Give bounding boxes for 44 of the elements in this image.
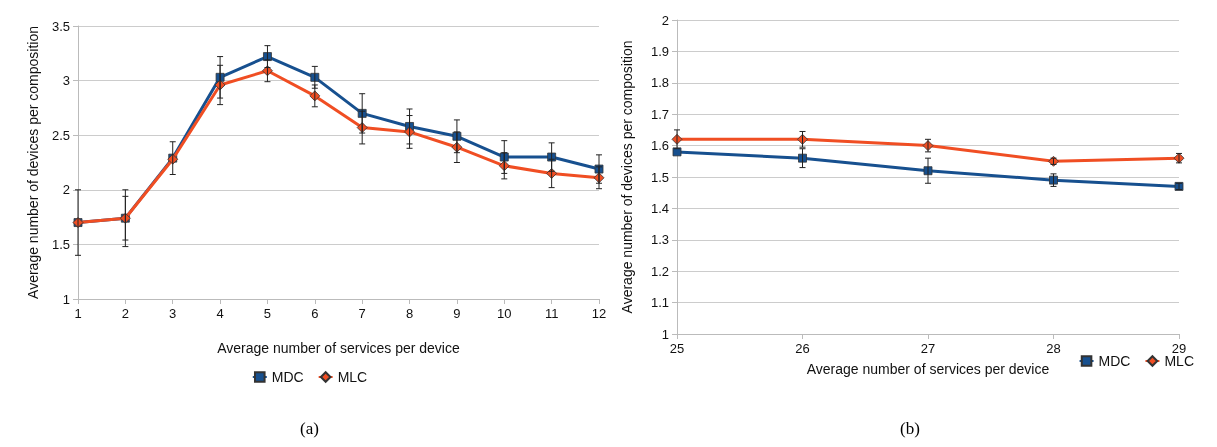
y-tick-label: 1.6 bbox=[650, 138, 669, 154]
x-tick-label: 27 bbox=[920, 341, 936, 356]
text: (a) bbox=[300, 419, 319, 438]
y-tick-label: 1.4 bbox=[650, 200, 669, 216]
x-tick-label: 26 bbox=[795, 341, 810, 356]
x-tick-label: 9 bbox=[453, 306, 461, 321]
y-tick-label: 1.5 bbox=[650, 169, 669, 185]
y-tick-label: 1.2 bbox=[650, 263, 669, 279]
legend-label: MDC bbox=[271, 369, 304, 385]
y-tick-label: 2 bbox=[661, 12, 669, 28]
y-axis-title: Average number of devices per composition bbox=[619, 40, 635, 314]
x-tick-label: 29 bbox=[1171, 341, 1187, 356]
y-tick-label: 1.9 bbox=[650, 43, 669, 59]
x-tick-label: 8 bbox=[405, 306, 414, 321]
text: (b) bbox=[900, 419, 920, 438]
y-tick-label: 1 bbox=[62, 291, 70, 307]
y-tick-label: 1.1 bbox=[650, 295, 669, 311]
y-tick-label: 1.7 bbox=[650, 106, 669, 122]
x-tick-label: 4 bbox=[216, 306, 224, 321]
y-tick-label: 2.5 bbox=[51, 127, 70, 143]
x-tick-label: 25 bbox=[669, 341, 685, 356]
y-tick-label: 1 bbox=[661, 326, 669, 342]
x-tick-label: 28 bbox=[1046, 341, 1061, 356]
y-tick-label: 2 bbox=[62, 182, 70, 198]
x-tick-label: 5 bbox=[263, 306, 272, 321]
x-tick-label: 3 bbox=[169, 306, 177, 321]
x-tick-label: 7 bbox=[358, 306, 366, 321]
x-tick-label: 6 bbox=[311, 306, 319, 321]
legend-label: MLC bbox=[337, 369, 368, 385]
x-axis-title: Average number of services per device bbox=[217, 340, 460, 356]
y-tick-label: 3.5 bbox=[51, 18, 70, 34]
x-tick-label: 11 bbox=[544, 306, 559, 321]
x-tick-label: 1 bbox=[74, 306, 82, 321]
y-axis-title: Average number of devices per composition bbox=[25, 26, 42, 299]
x-tick-label: 10 bbox=[497, 306, 512, 321]
y-tick-label: 1.8 bbox=[650, 75, 669, 91]
y-tick-label: 3 bbox=[62, 73, 70, 89]
legend-label: MDC bbox=[1098, 353, 1131, 369]
x-tick-label: 12 bbox=[591, 306, 607, 321]
y-tick-label: 1.3 bbox=[650, 232, 669, 248]
x-axis-title: Average number of services per device bbox=[806, 361, 1050, 377]
legend-label: MLC bbox=[1164, 353, 1194, 369]
x-tick-label: 2 bbox=[121, 306, 129, 321]
y-tick-label: 1.5 bbox=[51, 236, 70, 252]
